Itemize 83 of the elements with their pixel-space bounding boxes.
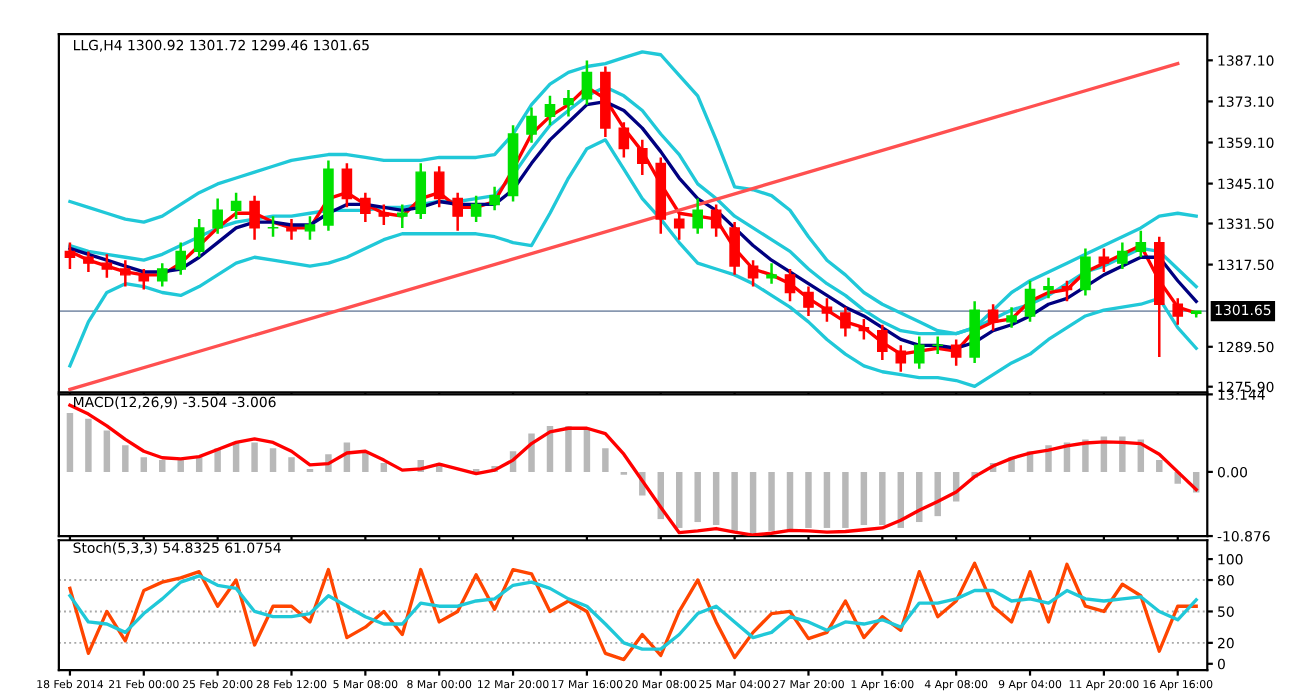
candlestick	[452, 191, 463, 233]
candlestick	[913, 335, 925, 371]
bar	[879, 471, 886, 525]
bar	[288, 457, 295, 472]
candlestick	[747, 258, 759, 288]
bar	[140, 457, 148, 472]
bar	[805, 471, 812, 528]
candlestick	[1043, 276, 1054, 300]
candlestick	[1135, 229, 1147, 259]
candlestick	[360, 191, 371, 224]
candlestick	[858, 317, 870, 341]
bar	[731, 471, 738, 531]
candlestick	[803, 285, 814, 318]
candlestick	[932, 335, 944, 356]
candlestick	[489, 185, 500, 212]
bar	[85, 418, 92, 472]
line-series	[68, 138, 1198, 389]
bar	[1119, 436, 1126, 472]
bar	[1156, 460, 1163, 472]
bar	[823, 471, 831, 528]
candlestick	[636, 138, 648, 177]
candlestick	[470, 194, 482, 224]
candlestick	[1172, 297, 1184, 327]
line-series	[68, 574, 1198, 651]
candlestick	[304, 214, 316, 241]
candlestick	[766, 261, 777, 285]
candlestick	[433, 165, 445, 209]
bar	[860, 471, 868, 525]
bar	[177, 460, 184, 472]
bar	[269, 448, 277, 472]
candlestick	[673, 211, 685, 241]
candlestick	[120, 258, 131, 288]
candlestick	[83, 250, 94, 274]
candlestick	[1006, 305, 1017, 329]
line-series	[68, 561, 1198, 662]
candlestick	[710, 203, 722, 238]
candlestick	[1080, 247, 1091, 297]
candlestick	[618, 121, 630, 159]
bar	[122, 445, 129, 472]
candlestick	[1061, 279, 1073, 303]
candlestick	[544, 94, 556, 127]
candlestick	[101, 253, 113, 280]
candlestick	[175, 241, 187, 277]
bar	[602, 448, 609, 472]
candlestick	[840, 305, 851, 338]
bar	[934, 471, 941, 517]
bar	[749, 471, 757, 534]
candlestick	[987, 302, 999, 332]
candlestick	[396, 203, 408, 230]
bar	[842, 471, 849, 528]
candlestick	[415, 162, 427, 221]
bar	[786, 471, 794, 531]
candlestick	[821, 297, 833, 324]
candlestick	[1098, 247, 1110, 274]
candlestick	[526, 106, 537, 145]
candlestick	[729, 220, 740, 277]
bar	[768, 471, 775, 531]
bar	[103, 430, 111, 472]
candlestick	[692, 197, 704, 236]
candlestick	[563, 88, 574, 118]
candlestick	[230, 191, 242, 221]
candlestick	[969, 300, 980, 365]
candlestick	[581, 59, 593, 106]
candlestick	[193, 217, 205, 259]
bar	[565, 425, 572, 472]
bar	[66, 412, 74, 472]
candlestick	[138, 267, 150, 291]
candlestick	[249, 194, 260, 241]
bar	[712, 471, 720, 525]
candlestick	[286, 217, 297, 241]
candlestick	[156, 261, 168, 288]
bar	[380, 463, 388, 472]
bar	[694, 471, 701, 523]
candlestick	[267, 214, 279, 238]
candlestick	[378, 203, 390, 227]
bar	[251, 442, 258, 472]
candlestick	[212, 197, 223, 236]
bar	[159, 460, 166, 472]
candlestick	[341, 162, 353, 209]
bar	[676, 471, 683, 528]
candlestick	[1024, 279, 1036, 324]
candlestick	[784, 267, 796, 303]
candlestick	[1117, 241, 1128, 271]
